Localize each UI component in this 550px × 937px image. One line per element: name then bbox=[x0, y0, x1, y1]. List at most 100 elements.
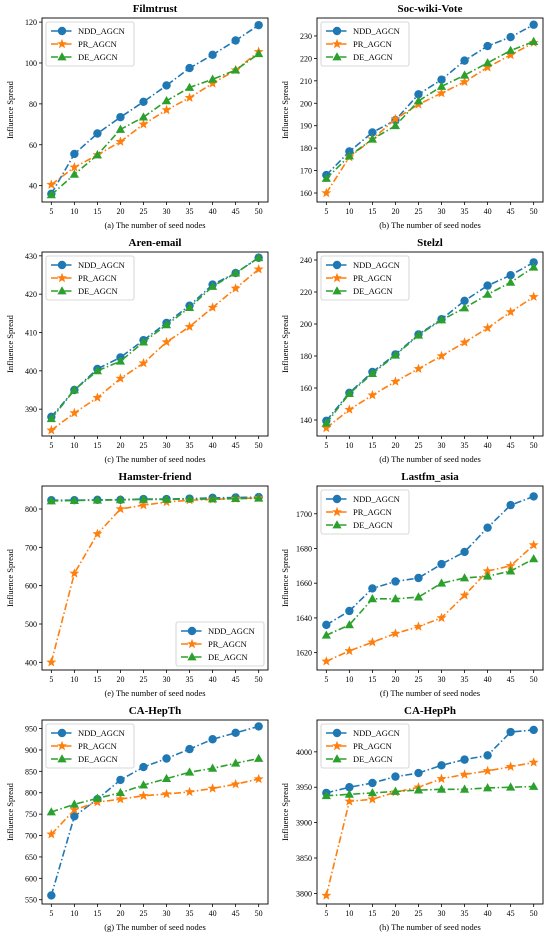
data-point bbox=[506, 566, 516, 575]
x-tick-label: 5 bbox=[49, 909, 53, 918]
legend-marker bbox=[332, 494, 342, 504]
series-ndd-agcn bbox=[47, 722, 263, 900]
data-point bbox=[482, 58, 493, 67]
series-pr-agcn bbox=[321, 291, 539, 433]
y-tick-label: 800 bbox=[25, 789, 37, 798]
data-point bbox=[344, 789, 354, 798]
data-point bbox=[482, 565, 493, 576]
x-tick-label: 35 bbox=[461, 441, 469, 450]
x-tick-label: 30 bbox=[438, 909, 446, 918]
data-point bbox=[506, 727, 515, 737]
data-point bbox=[482, 571, 493, 580]
x-tick-label: 15 bbox=[368, 207, 376, 216]
x-tick-label: 35 bbox=[186, 207, 194, 216]
data-point bbox=[529, 262, 539, 271]
data-point bbox=[528, 757, 539, 767]
y-axis-label: Influence Spread bbox=[5, 314, 15, 373]
y-tick-label: 140 bbox=[300, 416, 312, 425]
y-tick-label: 230 bbox=[300, 32, 312, 41]
data-point bbox=[505, 49, 516, 60]
data-point bbox=[69, 804, 80, 815]
x-tick-label: 35 bbox=[186, 909, 194, 918]
y-tick-label: 3950 bbox=[296, 783, 312, 792]
x-tick-label: 5 bbox=[49, 441, 53, 450]
chart-panel-1: Filmtrust Influence Spread (a) The number … bbox=[5, 3, 269, 230]
y-tick-label: 3850 bbox=[296, 854, 312, 863]
x-tick-label: 20 bbox=[391, 909, 399, 918]
legend-label: PR_AGCN bbox=[353, 507, 392, 517]
data-point bbox=[482, 783, 493, 792]
x-tick-label: 25 bbox=[139, 441, 147, 450]
data-point bbox=[184, 767, 195, 776]
data-point bbox=[413, 621, 424, 631]
plot-frame bbox=[41, 17, 269, 203]
data-point bbox=[529, 554, 539, 563]
x-tick-label: 45 bbox=[232, 675, 240, 684]
data-point bbox=[162, 754, 171, 763]
x-tick-label: 40 bbox=[484, 909, 492, 918]
data-point bbox=[345, 783, 354, 792]
x-tick-label: 40 bbox=[209, 909, 217, 918]
y-tick-label: 80 bbox=[29, 100, 37, 109]
x-tick-label: 5 bbox=[324, 441, 328, 450]
series-line bbox=[50, 53, 260, 196]
data-point bbox=[138, 790, 149, 800]
y-tick-label: 1680 bbox=[296, 544, 312, 553]
data-point bbox=[482, 62, 493, 72]
data-point bbox=[436, 315, 447, 324]
legend-label: NDD_AGCN bbox=[353, 728, 400, 738]
data-point bbox=[230, 778, 241, 789]
x-tick-label: 25 bbox=[414, 909, 422, 918]
series-line bbox=[51, 496, 259, 501]
chart-panel-6: Lastfm_asia Influence Spread (f) The numbe… bbox=[280, 471, 544, 698]
data-point bbox=[46, 496, 56, 505]
data-point bbox=[413, 96, 424, 105]
legend-marker bbox=[187, 652, 197, 661]
y-tick-label: 180 bbox=[300, 352, 312, 361]
legend-marker bbox=[332, 272, 342, 283]
data-point bbox=[321, 187, 332, 198]
x-tick-label: 45 bbox=[232, 441, 240, 450]
data-point bbox=[437, 761, 446, 770]
data-point bbox=[139, 97, 148, 107]
series-ndd-agcn bbox=[322, 725, 538, 798]
legend-marker bbox=[57, 38, 67, 49]
legend-marker bbox=[57, 286, 67, 295]
x-axis-label: (d) The number of seed nodes bbox=[379, 454, 481, 464]
x-tick-label: 30 bbox=[438, 675, 446, 684]
legend-marker bbox=[332, 754, 342, 763]
x-axis-label: (a) The number of seed nodes bbox=[104, 220, 205, 230]
data-point bbox=[413, 592, 424, 601]
legend-marker bbox=[332, 520, 342, 529]
data-point bbox=[207, 281, 218, 290]
data-point bbox=[92, 528, 103, 539]
legend-label: DE_AGCN bbox=[353, 520, 393, 530]
data-point bbox=[92, 495, 103, 504]
legend-marker bbox=[332, 52, 342, 61]
legend-label: PR_AGCN bbox=[78, 39, 117, 49]
legend-marker bbox=[57, 272, 67, 283]
data-point bbox=[115, 793, 126, 804]
x-tick-label: 10 bbox=[345, 909, 353, 918]
x-axis-label: (e) The number of seed nodes bbox=[104, 688, 205, 698]
y-tick-label: 430 bbox=[25, 252, 37, 261]
series-line bbox=[325, 261, 535, 422]
data-point bbox=[230, 283, 241, 293]
x-tick-label: 45 bbox=[507, 675, 515, 684]
x-tick-label: 35 bbox=[186, 675, 194, 684]
x-tick-label: 50 bbox=[530, 441, 538, 450]
data-point bbox=[161, 104, 172, 115]
data-point bbox=[367, 788, 378, 797]
series-de-agcn bbox=[46, 493, 264, 505]
data-point bbox=[529, 20, 538, 29]
data-point bbox=[207, 302, 218, 312]
legend-label: DE_AGCN bbox=[78, 52, 118, 62]
plot-frame bbox=[41, 251, 269, 437]
data-point bbox=[69, 162, 80, 172]
x-tick-label: 45 bbox=[507, 207, 515, 216]
data-point bbox=[69, 495, 79, 504]
data-point bbox=[367, 134, 378, 143]
data-point bbox=[505, 761, 516, 771]
y-axis-label: Influence Spread bbox=[280, 80, 290, 139]
